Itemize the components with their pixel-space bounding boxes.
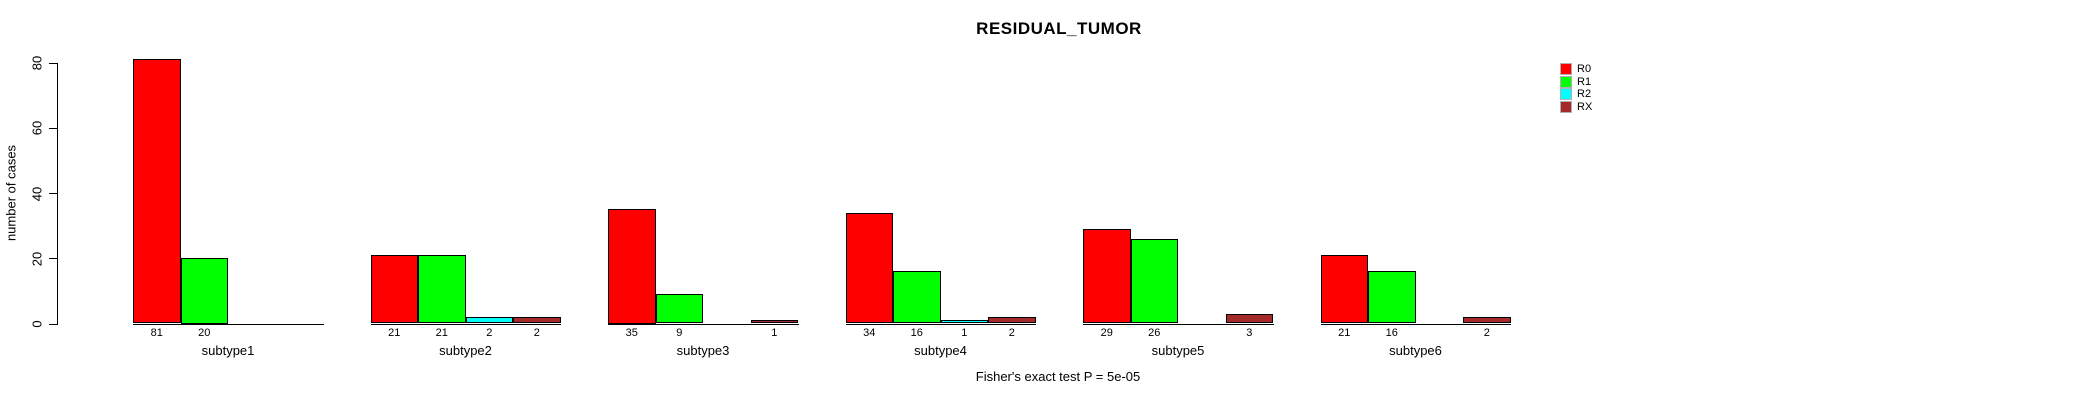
y-tick-label: 20 (29, 251, 45, 266)
bar (1130, 238, 1178, 324)
y-tick (48, 193, 57, 194)
legend-item-rx: RX (1560, 100, 1593, 113)
bar-value-label: 2 (1008, 327, 1015, 339)
bar (133, 59, 181, 324)
bar-value-label: 26 (1148, 327, 1161, 339)
bar-value-label: 1 (961, 327, 968, 339)
bar (608, 209, 656, 324)
bar-value-label: 35 (625, 327, 638, 339)
bar (465, 316, 513, 324)
group-baseline (1320, 323, 1511, 325)
bar (513, 316, 561, 324)
group-baseline (133, 323, 324, 325)
bar (1320, 254, 1368, 324)
y-tick-label: 40 (29, 186, 45, 201)
bar (940, 320, 988, 324)
bar (418, 254, 466, 324)
bar (845, 212, 893, 324)
legend-swatch-icon (1560, 88, 1572, 100)
bar-value-label: 21 (435, 327, 448, 339)
bar (1083, 228, 1131, 324)
bar-value-label: 29 (1100, 327, 1113, 339)
y-tick-label: 80 (29, 55, 45, 71)
category-label: subtype6 (1389, 343, 1442, 358)
bar (655, 294, 703, 324)
category-label: subtype2 (439, 343, 492, 358)
category-label: subtype4 (914, 343, 967, 358)
group-baseline (370, 323, 561, 325)
bar-value-label: 34 (863, 327, 876, 339)
bar (750, 320, 798, 324)
bar-value-label: 21 (388, 327, 401, 339)
bar-value-label: 16 (910, 327, 923, 339)
group-baseline (608, 323, 799, 325)
bar-value-label: 20 (198, 327, 211, 339)
footnote: Fisher's exact test P = 5e-05 (975, 369, 1141, 384)
bar-value-label: 1 (771, 327, 778, 339)
category-label: subtype5 (1151, 343, 1205, 358)
group-baseline (845, 323, 1036, 325)
bar (1368, 271, 1416, 324)
legend-label: R2 (1577, 88, 1592, 100)
bar-value-label: 81 (150, 327, 163, 339)
bar-value-label: 3 (1246, 327, 1253, 339)
bar-value-label: 9 (676, 327, 683, 339)
legend: R0 R1 R2 RX (1560, 63, 1593, 114)
legend-swatch-icon (1560, 63, 1572, 75)
y-axis-line (56, 62, 58, 325)
bar-value-label: 21 (1338, 327, 1351, 339)
bar-value-label: 2 (486, 327, 493, 339)
legend-label: R1 (1577, 75, 1592, 88)
chart-title: RESIDUAL_TUMOR (976, 19, 1142, 38)
y-tick (48, 62, 57, 64)
bar (988, 316, 1036, 324)
legend-label: R0 (1577, 63, 1592, 75)
bar (1463, 316, 1511, 324)
category-label: subtype1 (201, 343, 255, 358)
group-baseline (1083, 323, 1274, 325)
bar-value-label: 16 (1385, 327, 1398, 339)
y-tick-label: 0 (29, 320, 45, 328)
bar (180, 258, 228, 324)
legend-item-r2: R2 (1560, 88, 1592, 100)
legend-item-r0: R0 (1560, 63, 1592, 75)
y-tick-label: 60 (29, 121, 45, 136)
y-tick (48, 323, 57, 325)
legend-swatch-icon (1560, 100, 1572, 113)
legend-label: RX (1577, 100, 1593, 113)
legend-swatch-icon (1560, 75, 1572, 88)
bar-value-label: 2 (1483, 327, 1490, 339)
y-tick (48, 127, 57, 129)
category-label: subtype3 (676, 343, 730, 358)
bar (370, 254, 418, 324)
legend-item-r1: R1 (1560, 75, 1592, 88)
bar-value-label: 2 (533, 327, 540, 339)
y-tick (48, 258, 57, 260)
bar (1225, 313, 1273, 324)
bar (893, 271, 941, 324)
